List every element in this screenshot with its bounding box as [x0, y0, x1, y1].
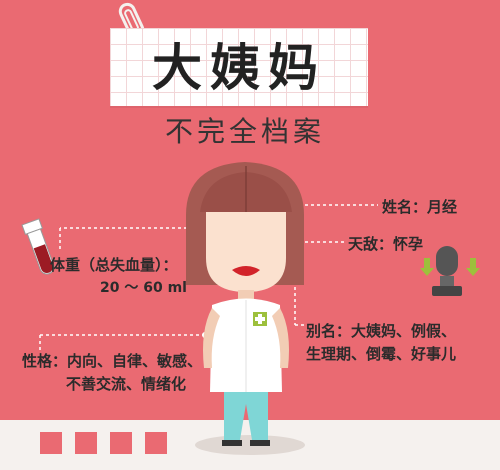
face — [206, 212, 286, 292]
enemy-label: 天敌：怀孕 — [348, 235, 424, 253]
decor-square — [40, 432, 62, 454]
personality-line-1: 性格：内向、自律、敏感、 — [22, 352, 203, 370]
name-label: 姓名：月经 — [382, 198, 458, 216]
personality-line-2: 不善交流、情绪化 — [66, 375, 187, 393]
alias-line-1: 别名：大姨妈、例假、 — [306, 322, 457, 340]
page-title: 大姨妈 — [152, 39, 326, 97]
microphone-icon — [432, 246, 462, 296]
decor-square — [110, 432, 132, 454]
pants — [224, 392, 268, 440]
decor-square — [145, 432, 167, 454]
lips — [232, 266, 260, 276]
weight-label: 体重（总失血量）： — [50, 256, 178, 274]
doctor-character — [186, 162, 304, 446]
page-subtitle: 不完全档案 — [164, 115, 325, 148]
weight-value: 20 ～ 60 ml — [100, 280, 187, 296]
title-card: 大姨妈 — [110, 28, 368, 106]
arrow-icons — [420, 258, 480, 276]
decor-square — [75, 432, 97, 454]
test-tube-icon — [21, 218, 55, 275]
alias-line-2: 生理期、倒霉、好事儿 — [306, 345, 457, 363]
